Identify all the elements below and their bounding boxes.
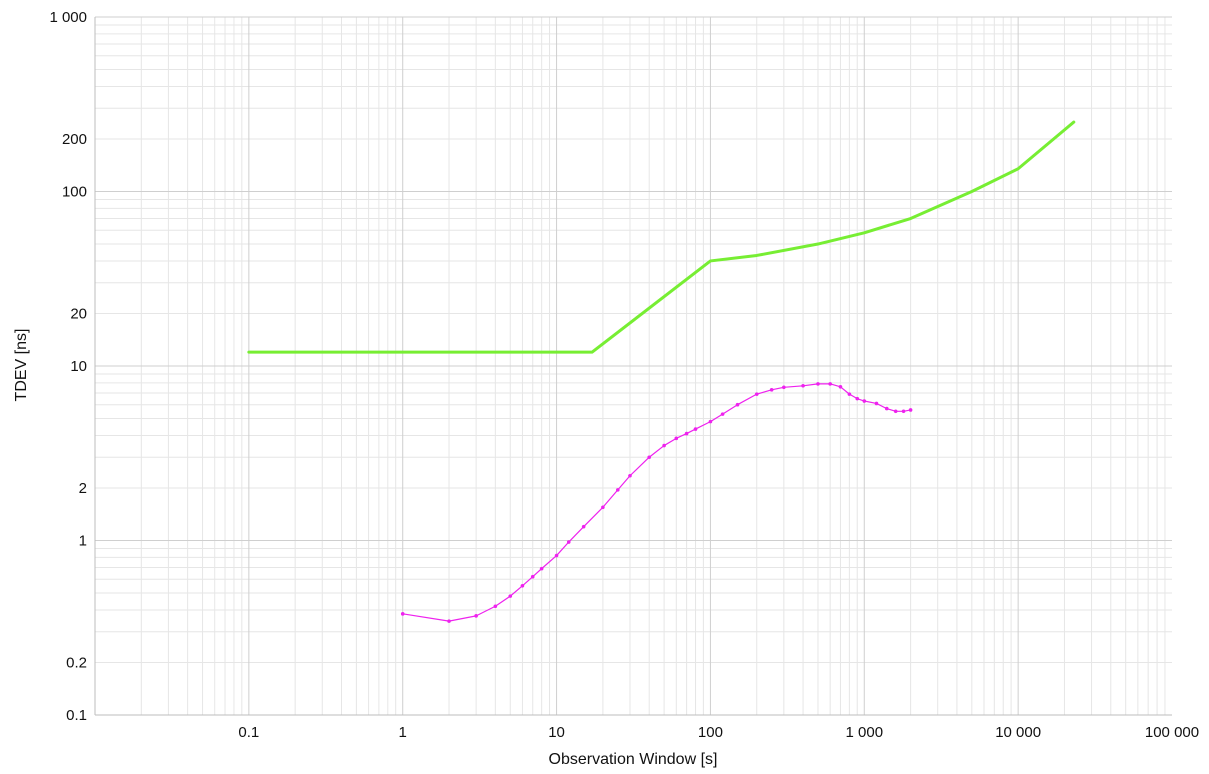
x-tick-label: 10: [548, 724, 565, 741]
y-tick-label: 100: [62, 184, 87, 201]
series-2-point: [884, 406, 889, 411]
series-2-point: [684, 431, 689, 436]
series-2-point: [693, 427, 698, 431]
series-2-point: [801, 384, 805, 388]
series-2-point: [628, 473, 632, 478]
series-2-point: [554, 553, 559, 558]
series-2-point: [508, 594, 513, 598]
axes: [94, 17, 1172, 716]
series-2-point: [647, 455, 652, 460]
y-axis-title: TDEV [ns]: [13, 329, 30, 402]
series-2-point: [400, 612, 405, 616]
series-2-point: [782, 385, 786, 390]
series-2-point: [493, 604, 498, 609]
series-2-point: [893, 409, 898, 414]
series-2-point: [601, 505, 605, 510]
series-2-point: [735, 402, 740, 407]
series-2-point: [674, 436, 679, 441]
series-line-2: [402, 383, 912, 622]
series-layer: [247, 120, 1076, 623]
series-2-point: [447, 619, 451, 623]
series-2-point: [754, 392, 759, 396]
series-2-point: [901, 409, 906, 414]
y-tick-label: 200: [62, 131, 87, 148]
series-2-point: [520, 584, 525, 588]
y-tick-label: 1 000: [49, 9, 87, 26]
x-tick-label: 0.1: [238, 724, 259, 741]
y-tick-label: 1: [79, 533, 87, 550]
y-tick-label: 0.1: [66, 707, 87, 724]
series-2-point: [908, 408, 913, 412]
series-2-point: [769, 388, 774, 392]
series-2-point: [615, 488, 620, 492]
series-2-point: [474, 614, 478, 618]
y-tick-labels: 0.1 0.2 1 2 10 20 100 200 1 000: [49, 9, 87, 724]
x-tick-label: 10 000: [995, 724, 1041, 741]
series-2-point: [874, 401, 879, 406]
series-2-point: [566, 540, 571, 544]
series-2-point: [539, 566, 544, 571]
series-2-point: [581, 524, 586, 529]
series-2-point: [828, 382, 832, 386]
x-tick-label: 1 000: [846, 724, 884, 741]
y-tick-label: 20: [70, 305, 87, 322]
y-tick-label: 10: [70, 358, 87, 375]
x-tick-label: 100 000: [1145, 724, 1199, 741]
x-axis-title: Observation Window [s]: [549, 751, 718, 768]
y-tick-label: 0.2: [66, 654, 87, 671]
series-2-point: [862, 399, 867, 403]
series-2-point: [847, 392, 852, 396]
series-2-point: [838, 384, 843, 389]
series-2-point: [855, 396, 860, 401]
y-tick-label: 2: [79, 480, 87, 497]
series-2-point: [530, 574, 535, 579]
series-2-point: [720, 412, 725, 416]
x-tick-label: 100: [698, 724, 723, 741]
series-2-point: [662, 443, 666, 448]
x-tick-labels: 0.1 1 10 100 1 000 10 000 100 000: [238, 724, 1199, 741]
series-2-point: [708, 419, 713, 424]
series-line-1: [247, 120, 1076, 354]
series-2-point: [816, 382, 820, 386]
x-tick-label: 1: [399, 724, 407, 741]
